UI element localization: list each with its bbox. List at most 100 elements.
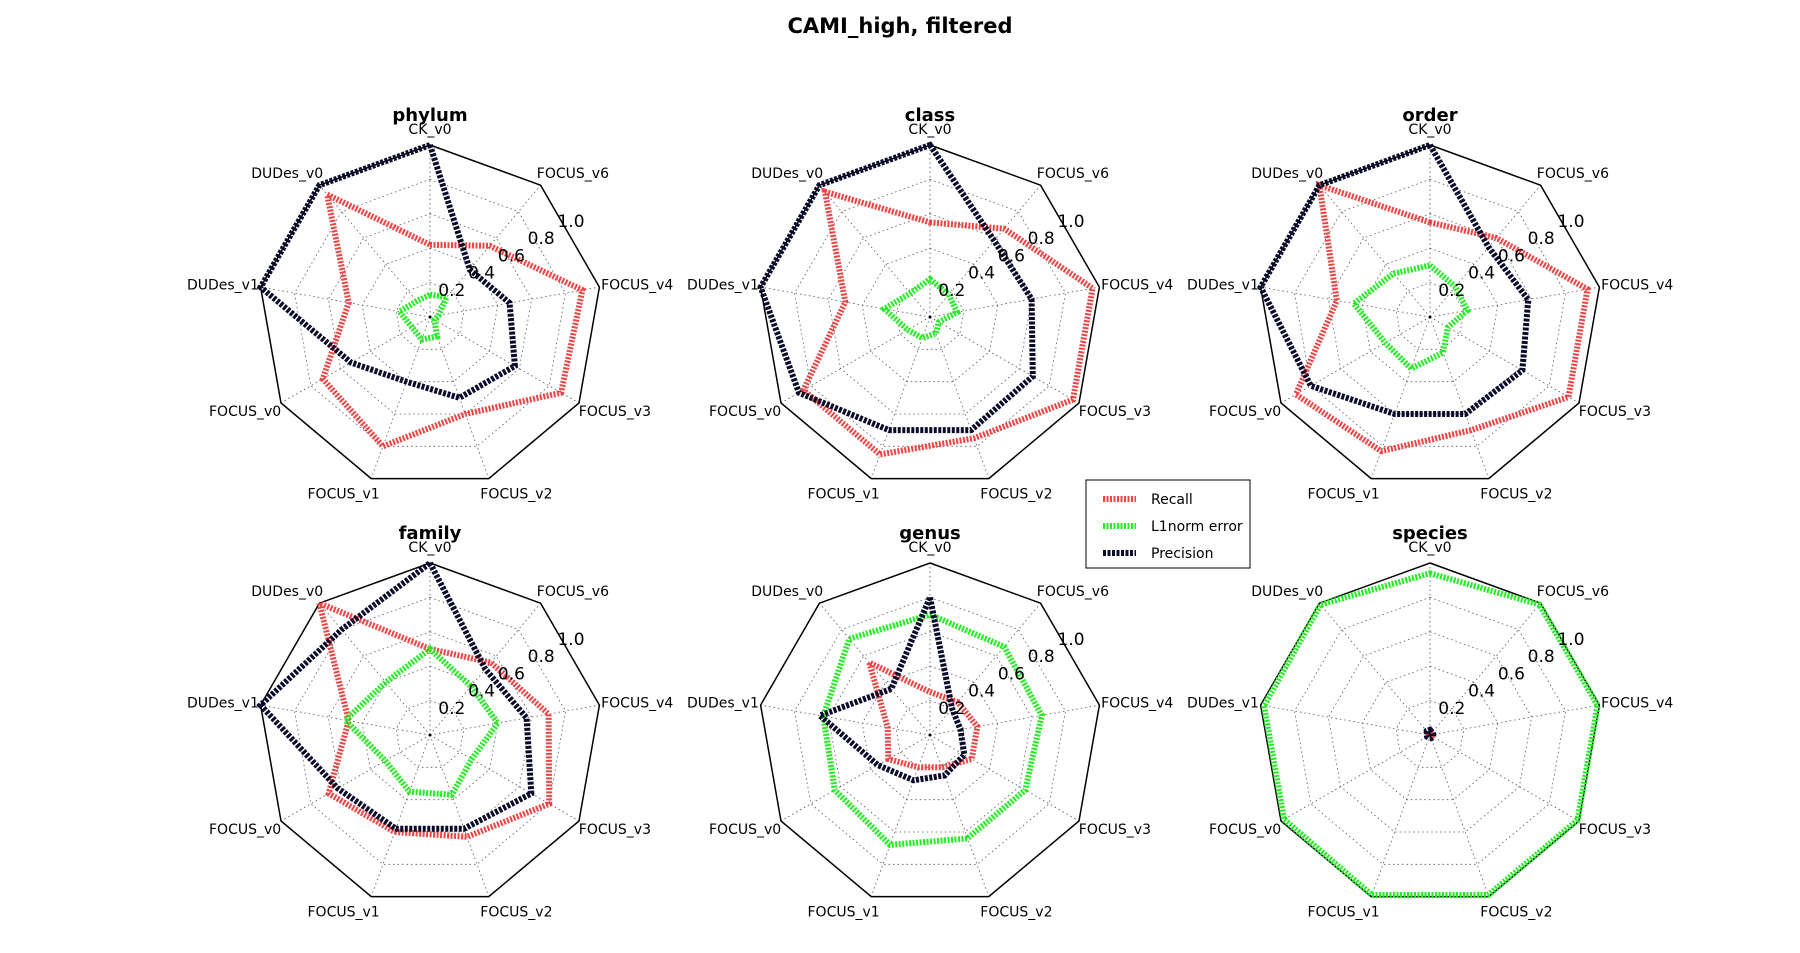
panel-title: phylum — [392, 105, 467, 126]
axis-label: FOCUS_v6 — [1037, 584, 1109, 600]
spoke — [429, 316, 490, 479]
spoke — [319, 184, 431, 318]
axis-label: FOCUS_v6 — [1037, 166, 1109, 182]
spoke — [1280, 734, 1431, 822]
axis-label: DUDes_v0 — [251, 166, 323, 182]
legend-label: Recall — [1151, 492, 1193, 508]
spoke — [429, 734, 490, 897]
spoke — [1260, 704, 1431, 736]
spoke — [929, 316, 1080, 404]
axis-label: CK_v0 — [1408, 540, 1451, 556]
tick-label: 0.6 — [998, 246, 1025, 266]
tick-label: 0.2 — [938, 281, 965, 301]
spoke — [429, 184, 541, 318]
radar-panel-family: CK_v0 FOCUS_v6 FOCUS_v4 FOCUS_v3 FOCUS_v2 FOC… — [187, 523, 673, 921]
grid-ring — [395, 282, 465, 350]
spoke — [929, 602, 1041, 736]
grid-ring — [1395, 282, 1465, 350]
grid-ring — [794, 596, 1066, 865]
tick-label: 0.6 — [1498, 246, 1525, 266]
axis-label: FOCUS_v0 — [209, 404, 281, 420]
legend-frame — [1085, 479, 1251, 569]
axis-label: FOCUS_v3 — [1579, 822, 1651, 838]
axis-label: FOCUS_v0 — [1209, 822, 1281, 838]
tick-label: 0.6 — [498, 664, 525, 684]
axis-label: FOCUS_v1 — [808, 487, 880, 503]
axis-label: FOCUS_v3 — [1079, 822, 1151, 838]
series-precision — [814, 587, 968, 784]
spoke — [1429, 734, 1580, 822]
axis-label: FOCUS_v0 — [209, 822, 281, 838]
grid-ring — [294, 178, 566, 447]
series-recall — [315, 598, 553, 840]
tick-label: 0.4 — [968, 264, 995, 284]
spoke — [1429, 316, 1490, 479]
axis-label: FOCUS_v1 — [308, 487, 380, 503]
axis-label: DUDes_v1 — [187, 277, 259, 293]
tick-label: 0.2 — [438, 699, 465, 719]
axis-label: FOCUS_v2 — [1480, 487, 1552, 503]
spoke — [780, 734, 931, 822]
spoke — [280, 734, 431, 822]
tick-label: 0.4 — [1468, 682, 1495, 702]
spoke — [1429, 734, 1490, 897]
axis-label: FOCUS_v6 — [1537, 584, 1609, 600]
grid-ring — [1361, 247, 1499, 383]
tick-label: 0.8 — [1028, 647, 1055, 667]
spoke — [819, 602, 931, 736]
axis-label: DUDes_v0 — [1251, 584, 1323, 600]
spoke — [1429, 184, 1541, 318]
axis-label: DUDes_v1 — [1187, 277, 1259, 293]
figure-title: CAMI_high, filtered — [788, 14, 1013, 38]
spoke — [429, 316, 580, 404]
spoke — [1280, 316, 1431, 404]
spoke — [319, 602, 431, 736]
series-precision — [1257, 141, 1532, 417]
tick-label: 1.0 — [1557, 212, 1584, 232]
tick-label: 1.0 — [1057, 212, 1084, 232]
tick-label: 0.4 — [468, 682, 495, 702]
series-l1norm-error — [1260, 570, 1601, 898]
legend-label: Precision — [1151, 546, 1213, 562]
panel-title: order — [1402, 105, 1457, 126]
radar-frame — [759, 562, 1101, 898]
legend-label: L1norm error — [1151, 519, 1243, 535]
axis-label: CK_v0 — [908, 122, 951, 138]
tick-label: 1.0 — [557, 630, 584, 650]
axis-label: FOCUS_v2 — [480, 487, 552, 503]
panel-title: class — [905, 105, 955, 126]
panel-title: species — [1392, 523, 1468, 544]
axis-label: CK_v0 — [908, 540, 951, 556]
tick-label: 0.2 — [1438, 281, 1465, 301]
series-recall — [319, 189, 586, 450]
axis-label: FOCUS_v3 — [579, 822, 651, 838]
axis-label: FOCUS_v1 — [808, 905, 880, 921]
tick-label: 0.6 — [998, 664, 1025, 684]
panel-title: family — [399, 523, 462, 544]
axis-label: FOCUS_v2 — [480, 905, 552, 921]
spoke — [929, 734, 1080, 822]
axis-label: DUDes_v0 — [751, 166, 823, 182]
spoke — [1429, 286, 1600, 318]
axis-label: FOCUS_v6 — [1537, 166, 1609, 182]
axis-label: FOCUS_v3 — [1079, 404, 1151, 420]
spoke — [870, 734, 931, 897]
axis-label: FOCUS_v3 — [1579, 404, 1651, 420]
grid-ring — [1294, 596, 1566, 865]
radar-panel-class: CK_v0 FOCUS_v6 FOCUS_v4 FOCUS_v3 FOCUS_v2 FOC… — [687, 105, 1173, 503]
spoke — [260, 286, 431, 318]
axis-label: FOCUS_v2 — [980, 905, 1052, 921]
center-dot — [928, 733, 932, 737]
tick-label: 1.0 — [1557, 630, 1584, 650]
series-precision — [1423, 726, 1437, 742]
axis-label: CK_v0 — [408, 540, 451, 556]
axis-label: FOCUS_v0 — [709, 822, 781, 838]
axis-label: FOCUS_v0 — [1209, 404, 1281, 420]
axis-label: FOCUS_v1 — [308, 905, 380, 921]
tick-label: 0.6 — [1498, 664, 1525, 684]
center-dot — [428, 315, 432, 319]
axis-label: DUDes_v1 — [187, 695, 259, 711]
grid-ring — [1395, 700, 1465, 768]
center-dot — [1428, 733, 1432, 737]
